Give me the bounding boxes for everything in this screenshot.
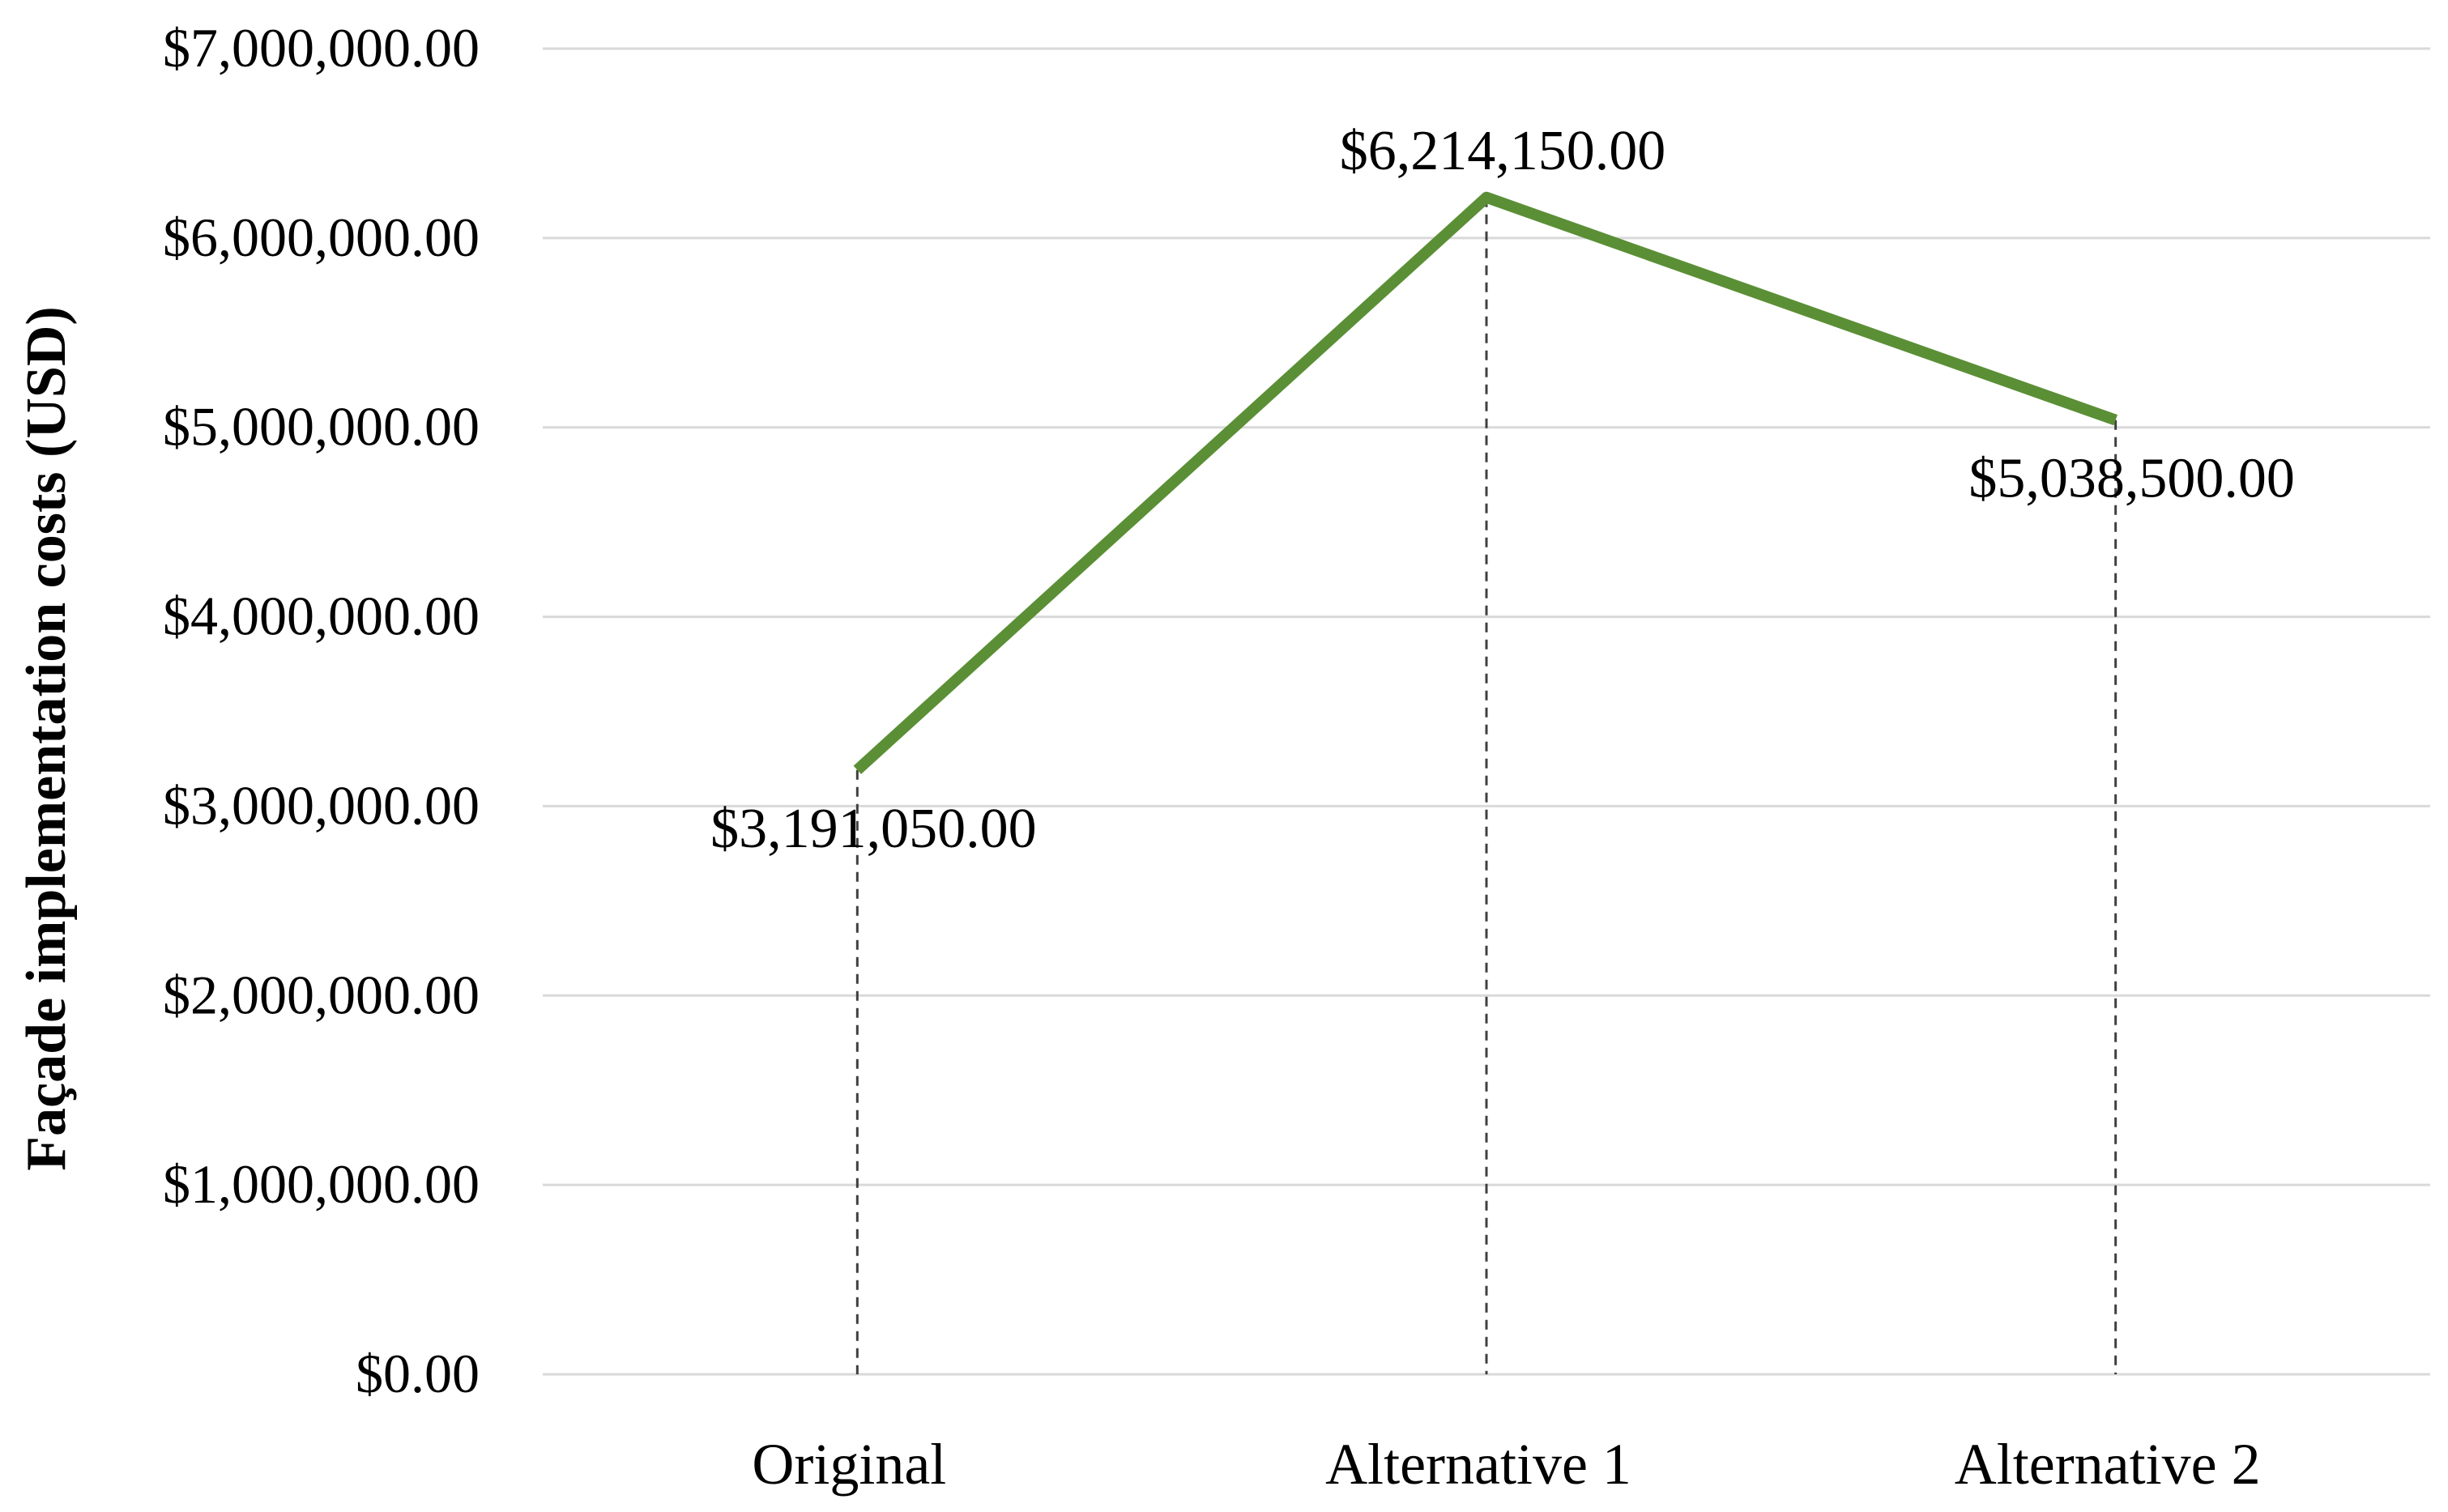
y-tick-label: $5,000,000.00 <box>163 396 480 458</box>
drop-lines <box>855 197 2117 1374</box>
data-label: $6,214,150.00 <box>1340 120 1666 182</box>
data-label: $3,191,050.00 <box>710 798 1037 860</box>
series-line <box>853 191 2118 774</box>
x-tick-label: Alternative 2 <box>1955 1432 2261 1497</box>
y-axis-label: Façade implementation costs (USD) <box>15 306 78 1170</box>
y-tick-label: $2,000,000.00 <box>163 964 480 1025</box>
y-tick-label: $4,000,000.00 <box>163 586 480 647</box>
y-tick-label: $7,000,000.00 <box>163 17 480 79</box>
x-tick-label: Alternative 1 <box>1325 1432 1631 1497</box>
series-lines <box>853 191 2118 774</box>
data-labels: $3,191,050.00 $6,214,150.00 $5,038,500.00 <box>710 120 2295 860</box>
x-tick-label: Original <box>752 1432 946 1497</box>
y-tick-label: $1,000,000.00 <box>163 1153 480 1215</box>
y-tick-label: $0.00 <box>356 1343 480 1404</box>
y-tick-label: $6,000,000.00 <box>163 207 480 268</box>
data-label: $5,038,500.00 <box>1968 448 2295 510</box>
y-axis-tick-labels: $0.00 $1,000,000.00 $2,000,000.00 $3,000,00… <box>163 17 480 1404</box>
y-tick-label: $3,000,000.00 <box>163 774 480 836</box>
x-axis-tick-labels: Original Alternative 1 Alternative 2 <box>752 1432 2260 1497</box>
